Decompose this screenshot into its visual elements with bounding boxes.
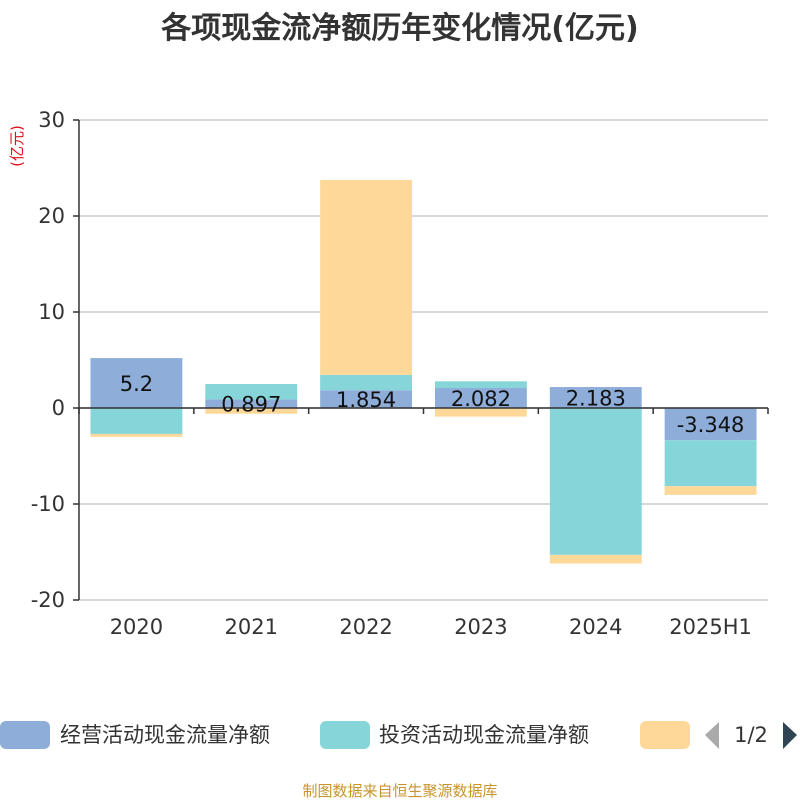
x-tick-label: 2020	[110, 615, 163, 639]
y-tick-label: -10	[31, 492, 65, 516]
legend-label[interactable]: 投资活动现金流量净额	[379, 723, 589, 747]
legend-swatch[interactable]	[320, 721, 370, 749]
chart-title: 各项现金流净额历年变化情况(亿元)	[160, 11, 638, 46]
y-tick-label: 0	[52, 396, 65, 420]
legend-pager: 1/2	[705, 722, 797, 749]
bar-segment	[205, 384, 298, 400]
x-tick-label: 2023	[454, 615, 507, 639]
bar-segment	[434, 388, 527, 408]
bar-segment	[549, 408, 642, 555]
x-tick-label: 2024	[569, 615, 622, 639]
bar-segment	[90, 358, 183, 408]
legend: 经营活动现金流量净额 投资活动现金流量净额	[0, 721, 690, 749]
bar-segment	[664, 408, 757, 441]
y-unit-label: (亿元)	[8, 125, 26, 167]
bar-segment	[664, 440, 757, 487]
bar-segment	[549, 387, 642, 408]
source-note: 制图数据来自恒生聚源数据库	[302, 782, 497, 800]
bar-segment	[320, 179, 413, 375]
x-tick-label: 2021	[225, 615, 278, 639]
data-labels: 5.2 0.897 1.854 2.082 2.183 -3.348	[120, 372, 745, 437]
legend-swatch[interactable]	[640, 721, 690, 749]
legend-page-indicator: 1/2	[734, 723, 768, 747]
legend-next-icon[interactable]	[783, 722, 797, 749]
y-tick-label: 10	[38, 300, 65, 324]
data-label: -3.348	[677, 413, 745, 437]
x-axis: 2020 2021 2022 2023 2024 2025H1	[78, 407, 769, 639]
bar-segment	[320, 390, 413, 408]
bar-segment	[434, 381, 527, 389]
bar-segment	[664, 486, 757, 495]
x-tick-label: 2025H1	[669, 615, 752, 639]
bar-segment	[434, 408, 527, 417]
bar-segment	[90, 408, 183, 434]
data-label: 2.183	[566, 387, 626, 411]
bar-segment	[90, 433, 183, 437]
bar-segment	[549, 554, 642, 564]
y-tick-label: -20	[31, 588, 65, 612]
x-tick-label: 2022	[339, 615, 392, 639]
bars	[90, 179, 757, 564]
y-axis: 30 20 10 0 -10 -20	[31, 108, 80, 612]
data-label: 5.2	[120, 372, 153, 396]
data-label: 0.897	[221, 393, 281, 417]
legend-label[interactable]: 经营活动现金流量净额	[60, 723, 270, 747]
bar-segment	[205, 399, 298, 408]
legend-swatch[interactable]	[0, 721, 50, 749]
data-label: 1.854	[336, 388, 396, 412]
bar-segment	[205, 408, 298, 414]
y-tick-label: 20	[38, 204, 65, 228]
bar-segment	[320, 374, 413, 391]
data-label: 2.082	[451, 387, 511, 411]
legend-prev-icon[interactable]	[705, 722, 719, 749]
y-tick-label: 30	[38, 108, 65, 132]
